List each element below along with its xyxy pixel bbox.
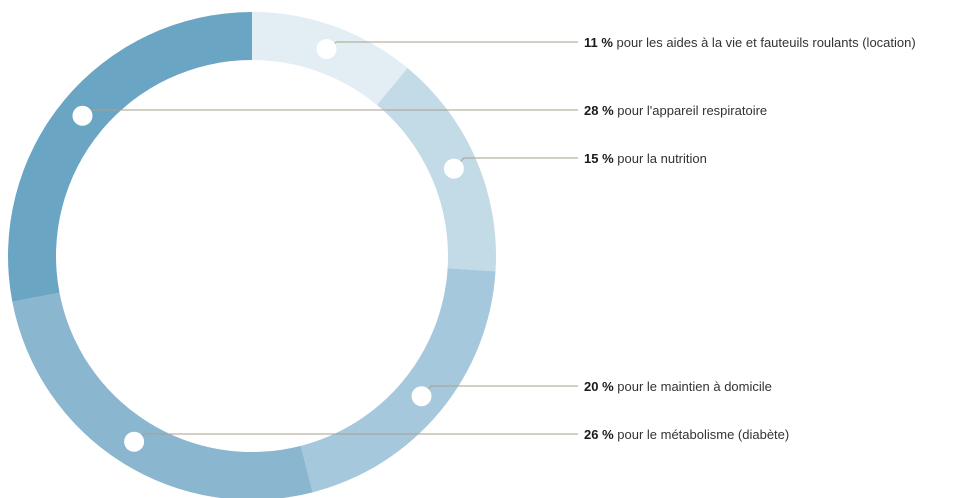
segment-marker-dot	[316, 39, 337, 60]
donut-segment-15	[376, 67, 496, 272]
legend-percent: 15 %	[584, 151, 614, 166]
leader-line	[82, 109, 578, 117]
legend-text: pour le maintien à domicile	[614, 379, 772, 394]
legend-label: 26 % pour le métabolisme (diabète)	[584, 427, 789, 442]
legend-label: 11 % pour les aides à la vie et fauteuil…	[584, 35, 916, 50]
donut-segment-26	[12, 292, 313, 498]
legend-text: pour les aides à la vie et fauteuils rou…	[613, 35, 916, 50]
segment-marker-dot	[411, 386, 432, 407]
legend-label: 28 % pour l'appareil respiratoire	[584, 103, 767, 118]
leader-lines	[82, 41, 578, 443]
donut-segment-28	[7, 12, 253, 302]
legend-text: pour le métabolisme (diabète)	[614, 427, 790, 442]
legend-percent: 20 %	[584, 379, 614, 394]
legend-label: 20 % pour le maintien à domicile	[584, 379, 772, 394]
donut-segment-11	[252, 12, 408, 105]
legend-percent: 26 %	[584, 427, 614, 442]
legend-percent: 28 %	[584, 103, 614, 118]
segment-marker-dot	[124, 431, 145, 452]
segment-marker-dot	[443, 158, 464, 179]
legend-percent: 11 %	[584, 35, 613, 50]
segment-markers	[72, 39, 464, 452]
donut-segments	[7, 12, 496, 498]
legend-text: pour la nutrition	[614, 151, 707, 166]
legend-text: pour l'appareil respiratoire	[614, 103, 768, 118]
legend-label: 15 % pour la nutrition	[584, 151, 707, 166]
legend-labels: 11 % pour les aides à la vie et fauteuil…	[584, 35, 916, 442]
donut-segment-20	[300, 268, 496, 493]
segment-marker-dot	[72, 105, 93, 126]
